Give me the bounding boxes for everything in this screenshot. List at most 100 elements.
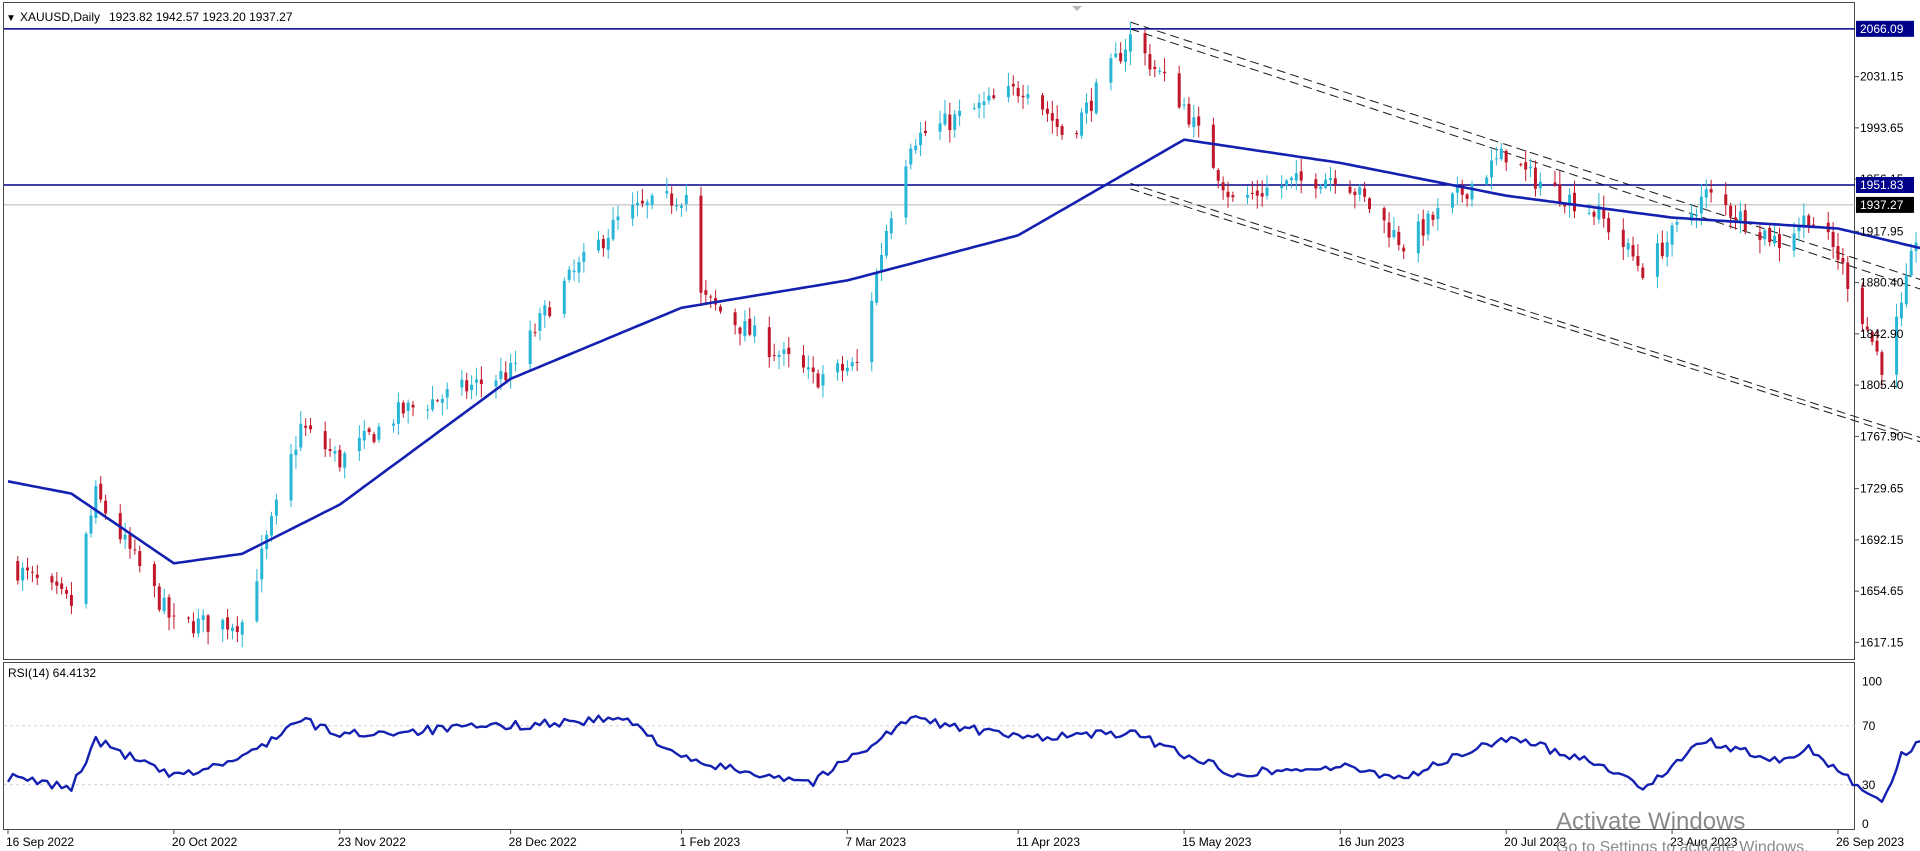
candle-body <box>1729 205 1733 217</box>
candle-body <box>1333 178 1337 185</box>
time-tick-label: 11 Apr 2023 <box>1016 835 1080 849</box>
candle-body <box>850 362 854 367</box>
candle-body <box>1177 73 1181 108</box>
candle-body <box>806 367 810 370</box>
candle-body <box>128 534 132 549</box>
channel-layer <box>1130 21 1920 443</box>
candle-body <box>982 101 986 106</box>
candle-body <box>1485 177 1489 184</box>
candle-body <box>206 615 210 632</box>
candle-body <box>572 270 576 273</box>
candle-body <box>816 373 820 388</box>
candle-body <box>1636 255 1640 266</box>
price-flag-bg <box>1856 176 1914 193</box>
candle-body <box>1704 189 1708 198</box>
candle-body <box>923 130 927 134</box>
candle-body <box>787 347 791 355</box>
candle-body <box>377 426 381 440</box>
time-tick-label: 7 Mar 2023 <box>845 835 906 849</box>
candle-body <box>1494 158 1498 160</box>
candle-body <box>1621 229 1625 248</box>
moving-average-line <box>7 138 1920 565</box>
activate-windows-subtitle: Go to Settings to activate Windows. <box>1556 839 1809 851</box>
candle-body <box>938 123 942 132</box>
candle-body <box>1587 212 1591 214</box>
price-tick-label: 2031.15 <box>1860 70 1904 84</box>
candle-body <box>89 515 93 534</box>
candle-body <box>870 300 874 363</box>
candle-body <box>172 615 176 617</box>
candle-body <box>636 203 640 206</box>
scroll-marker[interactable] <box>1072 6 1082 11</box>
candle-body <box>777 354 781 357</box>
activate-windows-title: Activate Windows <box>1556 808 1745 835</box>
candle-body <box>1016 87 1020 97</box>
candle-body <box>738 327 742 334</box>
candle-body <box>1846 262 1850 289</box>
candle-body <box>972 108 976 110</box>
candle-body <box>1743 210 1747 231</box>
candle-body <box>1021 95 1025 98</box>
candle-body <box>1124 49 1128 62</box>
candle-body <box>1109 58 1113 83</box>
channel-line-4 <box>1130 188 1920 443</box>
candle-body <box>1875 340 1879 352</box>
candle-body <box>914 145 918 151</box>
candle-body <box>1221 182 1225 191</box>
candle-body <box>1006 86 1010 98</box>
candle-body <box>1148 54 1152 70</box>
candle-body <box>1299 171 1303 181</box>
candle-body <box>1153 66 1157 70</box>
candle-body <box>1660 242 1664 257</box>
candle-body <box>845 367 849 372</box>
candle-body <box>60 583 64 590</box>
candle-body <box>538 313 542 331</box>
candle-body <box>1392 230 1396 238</box>
candle-body <box>992 95 996 99</box>
candle-body <box>1421 219 1425 236</box>
candle-body <box>606 237 610 250</box>
candle-body <box>69 594 73 606</box>
candle-body <box>640 200 644 204</box>
price-tick-label: 1729.65 <box>1860 482 1904 496</box>
rsi-pane-frame <box>3 662 1855 830</box>
candle-body <box>567 269 571 280</box>
candle-body <box>611 219 615 240</box>
candle-body <box>1699 196 1703 214</box>
candle-body <box>1631 245 1635 257</box>
candle-body <box>601 239 605 249</box>
candle-body <box>977 102 981 109</box>
candle-body <box>299 423 303 448</box>
candle-body <box>1470 184 1474 200</box>
candle-body <box>1455 186 1459 193</box>
candle-body <box>1490 160 1494 178</box>
candle-body <box>1353 191 1357 196</box>
candle-body <box>30 571 34 573</box>
candle-body <box>631 205 635 219</box>
candle-body <box>1094 82 1098 114</box>
candle-body <box>748 318 752 335</box>
candle-body <box>1558 184 1562 204</box>
price-tick-label: 1805.40 <box>1860 378 1904 392</box>
candle-body <box>474 379 478 383</box>
rsi-tick-label: 70 <box>1862 719 1876 733</box>
channel-line-2 <box>1130 28 1920 290</box>
candle-body <box>1572 192 1576 212</box>
candle-body <box>157 586 161 610</box>
time-tick-label: 23 Aug 2023 <box>1670 835 1738 849</box>
candle-body <box>1114 53 1118 58</box>
candle-body <box>1773 235 1777 244</box>
candle-body <box>1319 186 1323 189</box>
candle-body <box>514 362 518 364</box>
candle-body <box>1119 52 1123 62</box>
candle-body <box>884 230 888 256</box>
candle-body <box>55 581 59 586</box>
candle-body <box>1050 113 1054 121</box>
candle-body <box>338 449 342 468</box>
ohlc-readout: 1923.82 1942.57 1923.20 1937.27 <box>109 10 293 24</box>
candle-body <box>665 191 669 194</box>
dropdown-arrow-icon[interactable]: ▼ <box>6 13 16 24</box>
candle-body <box>167 597 171 618</box>
candle-body <box>1260 193 1264 197</box>
